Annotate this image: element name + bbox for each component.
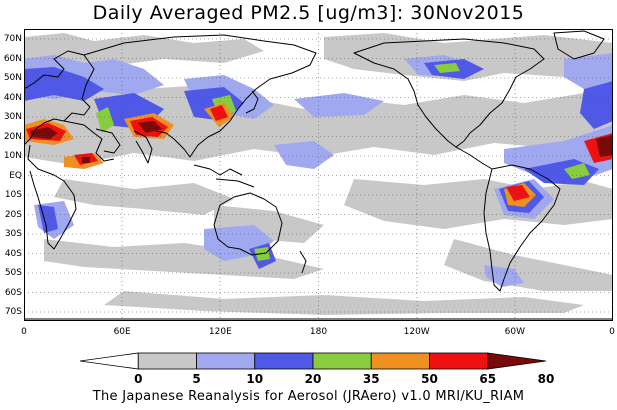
lon-label: 0	[609, 327, 615, 337]
colorbar-segment	[254, 352, 314, 370]
lon-label: 120E	[208, 327, 232, 337]
lat-label: EQ	[9, 170, 22, 181]
map-frame	[24, 29, 613, 321]
map-title: Daily Averaged PM2.5 [ug/m3]: 30Nov2015	[92, 2, 525, 24]
colorbar-tick-label: 50	[421, 372, 438, 386]
lat-label: 50S	[4, 268, 22, 278]
colorbar-segment	[80, 352, 139, 370]
lat-label: 40S	[4, 248, 22, 259]
pm25-band-above-80	[30, 121, 613, 163]
pm25-map	[24, 29, 613, 321]
lat-label: 40N	[3, 92, 22, 103]
lon-label: 60W	[504, 327, 526, 337]
lon-label: 0	[21, 327, 27, 337]
lon-label: 180	[309, 327, 328, 337]
lat-label: 30S	[4, 229, 22, 239]
colorbar-segment	[429, 352, 489, 370]
colorbar-tick-label: 10	[246, 372, 264, 386]
lat-label: 50N	[3, 73, 22, 83]
lat-label: 20S	[4, 209, 22, 220]
colorbar-tick-label: 35	[362, 372, 380, 386]
lat-label: 60N	[3, 53, 22, 64]
colorbar-segment	[312, 352, 372, 370]
colorbar-segment	[137, 352, 197, 370]
colorbar-segment	[487, 352, 546, 370]
lat-label: 60S	[4, 287, 22, 298]
lat-label: 70N	[3, 34, 22, 44]
colorbar-tick-label: 5	[192, 372, 201, 386]
lat-label: 10N	[3, 151, 22, 161]
colorbar-tick-label: 0	[134, 372, 143, 386]
lat-label: 70S	[4, 307, 22, 317]
coastlines	[24, 30, 613, 320]
lat-label: 10S	[4, 190, 22, 200]
map-grid	[24, 29, 613, 321]
lon-label: 60E	[113, 327, 131, 337]
colorbar-tick-label: 20	[304, 372, 322, 386]
colorbar-segment	[370, 352, 430, 370]
lat-label: 20N	[3, 131, 22, 142]
colorbar	[80, 352, 546, 370]
colorbar-segment	[196, 352, 256, 370]
colorbar-tick-label: 65	[479, 372, 497, 386]
colorbar-tick-label: 80	[537, 372, 555, 386]
lon-label: 120W	[403, 327, 430, 337]
credit-line: The Japanese Reanalysis for Aerosol (JRA…	[92, 389, 525, 404]
lat-label: 30N	[3, 112, 22, 122]
